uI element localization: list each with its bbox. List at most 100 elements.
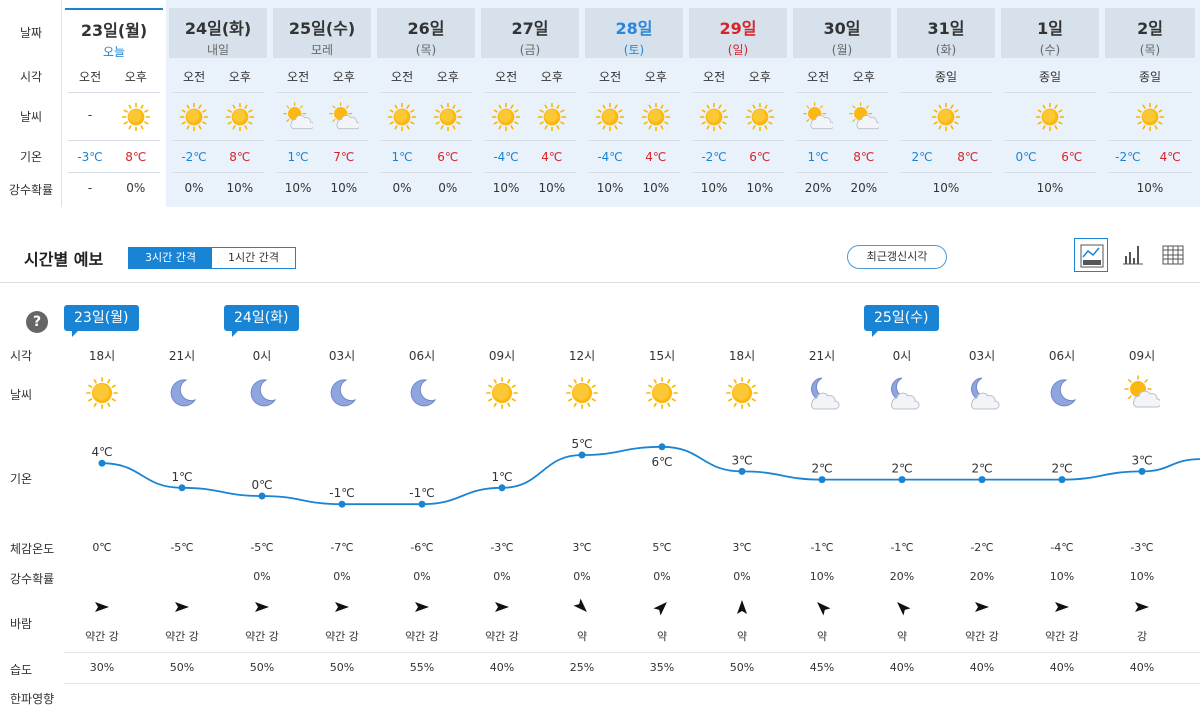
feels-like: -2℃ <box>970 541 994 554</box>
slot-label: 오후 <box>436 70 459 84</box>
slot-label: 오전 <box>79 70 102 84</box>
hour-precip-prob: 20% <box>969 570 995 583</box>
help-icon[interactable]: ? <box>26 311 48 333</box>
moon-icon <box>324 375 360 411</box>
row-divider <box>692 92 784 93</box>
humidity: 55% <box>409 661 435 674</box>
weekly-day-7[interactable]: 30일 (월) 오전 1℃ 20% 오후 8℃ 20% <box>790 0 894 207</box>
row-divider <box>380 140 472 141</box>
row-divider <box>380 92 472 93</box>
hour-time: 06시 <box>408 349 436 363</box>
allday-label: 종일 <box>934 70 958 84</box>
weekly-day-8[interactable]: 31일 (화) 종일 2℃ 8℃ 10% <box>894 0 998 207</box>
weekly-day-6[interactable]: 29일 (일) 오전 -2℃ 10% 오후 6℃ 10% <box>686 0 790 207</box>
feels-like: 0℃ <box>92 541 112 554</box>
day-name: 24일(화) <box>184 19 252 38</box>
row-divider <box>588 140 680 141</box>
day-header[interactable]: 2일 (목) <box>1105 8 1195 58</box>
temperature-point <box>418 500 426 508</box>
min-temp: 1℃ <box>287 150 309 164</box>
weekly-day-0[interactable]: 23일(월) 오늘 오전 - -3℃ - 오후 8℃ 0% <box>62 0 166 207</box>
tab-3hour[interactable]: 3시간 간격 <box>129 248 212 268</box>
day-name: 29일 <box>719 19 757 38</box>
weekly-day-3[interactable]: 26일 (목) 오전 1℃ 0% 오후 6℃ 0% <box>374 0 478 207</box>
weekly-day-2[interactable]: 25일(수) 모레 오전 1℃ 10% 오후 7℃ 10% <box>270 0 374 207</box>
hour-precip-prob: 0% <box>493 570 511 583</box>
row-divider <box>1108 92 1192 93</box>
temperature-label: 6℃ <box>651 455 672 469</box>
sun-icon <box>644 375 680 411</box>
tab-1hour[interactable]: 1시간 간격 <box>211 248 295 268</box>
hour-time: 0시 <box>252 349 272 363</box>
day-header[interactable]: 27일 (금) <box>481 8 579 58</box>
hourly-forecast-title: 시간별 예보 <box>24 250 104 269</box>
wind-arrow-icon <box>492 597 512 617</box>
humidity: 40% <box>1129 661 1155 674</box>
hour-precip-prob: 10% <box>1129 570 1155 583</box>
weekly-day-9[interactable]: 1일 (수) 종일 0℃ 6℃ 10% <box>998 0 1102 207</box>
date-badge: 25일(수) <box>864 305 939 337</box>
humidity: 40% <box>489 661 515 674</box>
weekly-day-5[interactable]: 28일 (토) 오전 -4℃ 10% 오후 4℃ 10% <box>582 0 686 207</box>
humidity: 30% <box>89 661 115 674</box>
day-name: 2일 <box>1137 19 1163 38</box>
moon-icon <box>404 375 440 411</box>
hourly-label-cold: 한파영향 <box>10 692 55 706</box>
weekly-day-1[interactable]: 24일(화) 내일 오전 -2℃ 0% 오후 8℃ 10% <box>166 0 270 207</box>
temperature-label: 2℃ <box>1051 462 1072 476</box>
day-header[interactable]: 25일(수) 모레 <box>273 8 371 58</box>
temperature-label: 1℃ <box>171 470 192 484</box>
precip-prob: 20% <box>804 181 832 195</box>
row-divider <box>484 140 576 141</box>
weekly-day-4[interactable]: 27일 (금) 오전 -4℃ 10% 오후 4℃ 10% <box>478 0 582 207</box>
wind-arrow-icon <box>572 597 592 617</box>
moon-icon <box>244 375 280 411</box>
feels-like: 3℃ <box>732 541 752 554</box>
humidity: 45% <box>809 661 835 674</box>
allday-label: 종일 <box>1138 70 1162 84</box>
day-sub: (화) <box>935 43 957 57</box>
row-divider <box>484 92 576 93</box>
row-label-precip: 강수확률 <box>8 183 54 197</box>
day-header[interactable]: 28일 (토) <box>585 8 683 58</box>
temperature-label: 1℃ <box>491 470 512 484</box>
day-header[interactable]: 23일(월) 오늘 <box>65 8 163 59</box>
sun-icon <box>433 102 463 132</box>
temperature-label: 3℃ <box>1131 453 1152 467</box>
day-header[interactable]: 31일 (화) <box>897 8 995 58</box>
min-temp: -2℃ <box>1115 150 1141 164</box>
day-sub: (금) <box>519 43 541 57</box>
hour-time: 03시 <box>328 349 356 363</box>
temperature-point <box>738 467 746 475</box>
bar-chart-icon[interactable] <box>1116 238 1150 272</box>
row-label-date: 날짜 <box>19 26 43 40</box>
day-header[interactable]: 26일 (목) <box>377 8 475 58</box>
temperature-label: -1℃ <box>409 486 434 500</box>
precip-prob: 0% <box>126 181 146 195</box>
precip-prob: 10% <box>596 181 624 195</box>
day-header[interactable]: 24일(화) 내일 <box>169 8 267 58</box>
max-temp: 8℃ <box>125 150 147 164</box>
humidity: 50% <box>729 661 755 674</box>
weekly-day-10[interactable]: 2일 (목) 종일 -2℃ 4℃ 10% <box>1102 0 1198 207</box>
row-divider <box>68 172 160 173</box>
feels-like: 5℃ <box>652 541 672 554</box>
wind-strength: 약간 강 <box>965 630 999 643</box>
wind-arrow-icon <box>1132 597 1152 617</box>
day-sub: (목) <box>415 43 437 57</box>
day-header[interactable]: 29일 (일) <box>689 8 787 58</box>
latest-update-button[interactable]: 최근갱신시각 <box>847 245 947 269</box>
day-header[interactable]: 1일 (수) <box>1001 8 1099 58</box>
day-header[interactable]: 30일 (월) <box>793 8 891 58</box>
row-divider <box>796 140 888 141</box>
line-chart-icon[interactable] <box>1074 238 1108 272</box>
precip-prob: 10% <box>932 181 960 195</box>
precip-prob: 10% <box>330 181 358 195</box>
temperature-label: -1℃ <box>329 486 354 500</box>
wind-arrow-icon <box>1052 597 1072 617</box>
slot-label: 오후 <box>540 70 563 84</box>
row-label-temp: 기온 <box>19 150 43 164</box>
wind-strength: 약 <box>736 630 748 643</box>
sun-icon <box>931 102 961 132</box>
table-icon[interactable] <box>1156 238 1190 272</box>
